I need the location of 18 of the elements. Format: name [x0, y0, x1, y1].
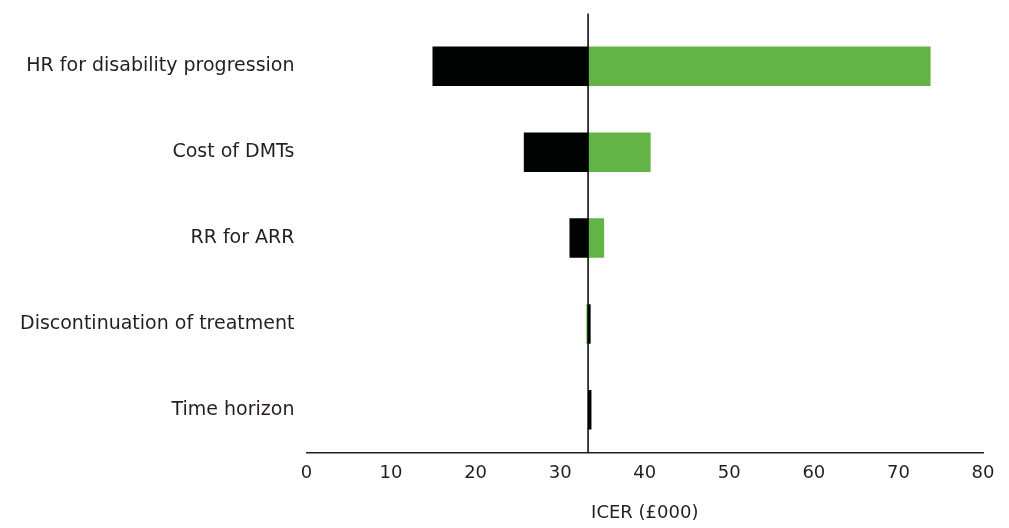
x-tick-label: 60 — [802, 461, 826, 483]
bar — [588, 132, 651, 172]
y-tick-label: Time horizon — [170, 396, 295, 419]
x-tick-label: 20 — [464, 461, 488, 483]
x-tick-label: 30 — [548, 461, 572, 483]
bar — [588, 218, 605, 258]
x-tick-label: 50 — [717, 461, 741, 483]
y-tick-label: HR for disability progression — [26, 53, 295, 76]
y-tick-label: RR for ARR — [190, 225, 295, 248]
x-tick-label: 70 — [886, 461, 910, 483]
x-tick-label: 40 — [633, 461, 657, 483]
x-tick-label: 0 — [300, 461, 313, 483]
x-tick-label: 80 — [971, 461, 995, 483]
y-tick-label: Cost of DMTs — [172, 139, 295, 162]
bar — [588, 46, 931, 87]
x-tick-label: 10 — [379, 461, 403, 483]
y-tick-label: Discontinuation of treatment — [20, 310, 295, 333]
x-axis-title: ICER (£000) — [591, 500, 699, 522]
